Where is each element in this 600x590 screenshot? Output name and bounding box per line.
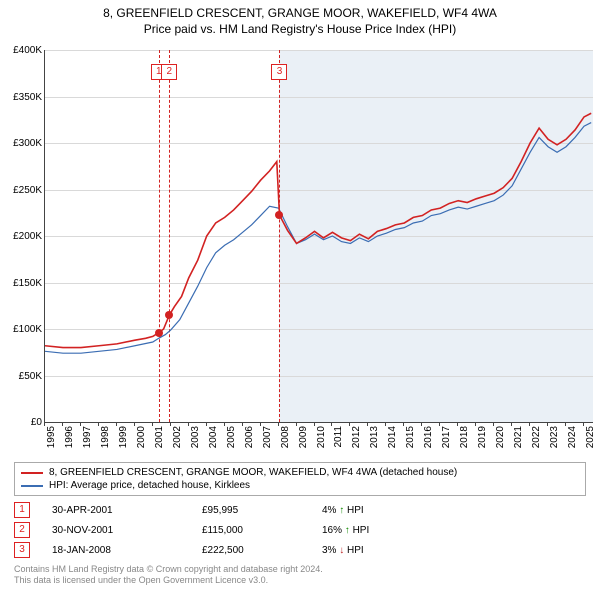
- x-axis-label: 2005: [226, 426, 237, 456]
- x-axis-label: 2015: [405, 426, 416, 456]
- sale-delta-2: 16% ↑ HPI: [322, 525, 422, 536]
- x-tick-mark: [116, 422, 117, 426]
- x-axis-label: 2023: [549, 426, 560, 456]
- x-axis-label: 1996: [64, 426, 75, 456]
- x-tick-mark: [583, 422, 584, 426]
- y-axis-label: £50K: [2, 371, 42, 382]
- legend-row-hpi: HPI: Average price, detached house, Kirk…: [21, 479, 579, 492]
- legend-row-property: 8, GREENFIELD CRESCENT, GRANGE MOOR, WAK…: [21, 466, 579, 479]
- y-axis-label: £350K: [2, 92, 42, 103]
- series-line-hpi: [45, 123, 591, 354]
- sale-dot: [155, 329, 163, 337]
- x-tick-mark: [296, 422, 297, 426]
- legend-label-property: 8, GREENFIELD CRESCENT, GRANGE MOOR, WAK…: [49, 467, 457, 478]
- x-axis-label: 2006: [244, 426, 255, 456]
- x-tick-mark: [260, 422, 261, 426]
- sale-dot-label: 2: [161, 64, 177, 80]
- x-axis-label: 2013: [369, 426, 380, 456]
- series-line-property: [45, 113, 591, 347]
- chart-container: 8, GREENFIELD CRESCENT, GRANGE MOOR, WAK…: [0, 0, 600, 590]
- x-axis-label: 2004: [208, 426, 219, 456]
- legend: 8, GREENFIELD CRESCENT, GRANGE MOOR, WAK…: [14, 462, 586, 496]
- y-axis-label: £300K: [2, 138, 42, 149]
- y-axis-label: £250K: [2, 185, 42, 196]
- x-tick-mark: [152, 422, 153, 426]
- x-axis-label: 2011: [333, 426, 344, 456]
- chart-plot-area: 123: [44, 50, 593, 423]
- x-axis-label: 2025: [585, 426, 596, 456]
- x-axis-label: 2010: [316, 426, 327, 456]
- x-axis-label: 2002: [172, 426, 183, 456]
- x-tick-mark: [188, 422, 189, 426]
- x-tick-mark: [62, 422, 63, 426]
- x-axis-label: 2003: [190, 426, 201, 456]
- x-axis-label: 2014: [387, 426, 398, 456]
- x-axis-label: 2016: [423, 426, 434, 456]
- sale-date-1: 30-APR-2001: [52, 505, 202, 516]
- x-axis-label: 2008: [280, 426, 291, 456]
- title-line-1: 8, GREENFIELD CRESCENT, GRANGE MOOR, WAK…: [0, 6, 600, 22]
- x-tick-mark: [314, 422, 315, 426]
- sale-marker-3: 3: [14, 542, 30, 558]
- y-axis-label: £0: [2, 417, 42, 428]
- x-axis-label: 2012: [351, 426, 362, 456]
- chart-lines-svg: [45, 50, 593, 422]
- sale-dot: [165, 311, 173, 319]
- x-axis-label: 1999: [118, 426, 129, 456]
- x-tick-mark: [206, 422, 207, 426]
- y-axis-label: £400K: [2, 45, 42, 56]
- x-axis-label: 2019: [477, 426, 488, 456]
- sale-marker-1: 1: [14, 502, 30, 518]
- legend-swatch-property: [21, 472, 43, 474]
- x-axis-label: 2018: [459, 426, 470, 456]
- x-axis-label: 2024: [567, 426, 578, 456]
- x-axis-label: 2021: [513, 426, 524, 456]
- x-axis-label: 2009: [298, 426, 309, 456]
- footer: Contains HM Land Registry data © Crown c…: [14, 564, 586, 586]
- sale-row-3: 3 18-JAN-2008 £222,500 3% ↓ HPI: [14, 542, 586, 558]
- footer-line-2: This data is licensed under the Open Gov…: [14, 575, 586, 586]
- sale-date-3: 18-JAN-2008: [52, 545, 202, 556]
- x-axis-label: 2017: [441, 426, 452, 456]
- legend-swatch-hpi: [21, 485, 43, 487]
- sale-dot: [275, 211, 283, 219]
- x-tick-mark: [547, 422, 548, 426]
- sale-date-2: 30-NOV-2001: [52, 525, 202, 536]
- x-tick-mark: [511, 422, 512, 426]
- x-axis-label: 2020: [495, 426, 506, 456]
- sale-price-2: £115,000: [202, 525, 322, 536]
- legend-label-hpi: HPI: Average price, detached house, Kirk…: [49, 480, 250, 491]
- x-tick-mark: [80, 422, 81, 426]
- sale-row-2: 2 30-NOV-2001 £115,000 16% ↑ HPI: [14, 522, 586, 538]
- footer-line-1: Contains HM Land Registry data © Crown c…: [14, 564, 586, 575]
- x-tick-mark: [98, 422, 99, 426]
- x-axis-label: 1995: [46, 426, 57, 456]
- x-tick-mark: [170, 422, 171, 426]
- sale-price-3: £222,500: [202, 545, 322, 556]
- x-tick-mark: [278, 422, 279, 426]
- x-axis-label: 2007: [262, 426, 273, 456]
- sale-dot-label: 3: [271, 64, 287, 80]
- x-axis-label: 2022: [531, 426, 542, 456]
- title-line-2: Price paid vs. HM Land Registry's House …: [0, 22, 600, 38]
- x-axis-label: 1997: [82, 426, 93, 456]
- title-block: 8, GREENFIELD CRESCENT, GRANGE MOOR, WAK…: [0, 0, 600, 37]
- x-tick-mark: [224, 422, 225, 426]
- y-axis-label: £150K: [2, 278, 42, 289]
- x-tick-mark: [529, 422, 530, 426]
- y-axis-label: £100K: [2, 324, 42, 335]
- sale-price-1: £95,995: [202, 505, 322, 516]
- x-axis-label: 1998: [100, 426, 111, 456]
- sale-delta-3: 3% ↓ HPI: [322, 545, 422, 556]
- x-tick-mark: [44, 422, 45, 426]
- x-tick-mark: [565, 422, 566, 426]
- sale-row-1: 1 30-APR-2001 £95,995 4% ↑ HPI: [14, 502, 586, 518]
- x-axis-label: 2000: [136, 426, 147, 456]
- x-tick-mark: [242, 422, 243, 426]
- sale-delta-1: 4% ↑ HPI: [322, 505, 422, 516]
- x-axis-label: 2001: [154, 426, 165, 456]
- x-tick-mark: [134, 422, 135, 426]
- sale-marker-2: 2: [14, 522, 30, 538]
- y-axis-label: £200K: [2, 231, 42, 242]
